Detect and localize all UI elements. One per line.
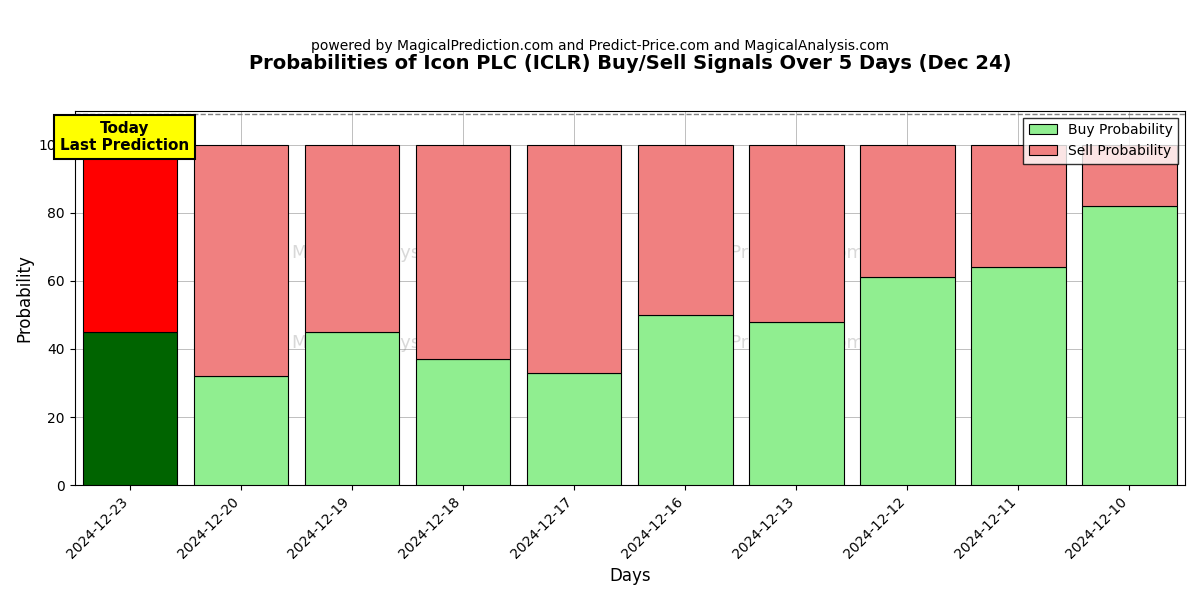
- Bar: [860, 277, 955, 485]
- Bar: [860, 145, 955, 277]
- Legend: Buy Probability, Sell Probability: Buy Probability, Sell Probability: [1024, 118, 1178, 164]
- Text: powered by MagicalPrediction.com and Predict-Price.com and MagicalAnalysis.com: powered by MagicalPrediction.com and Pre…: [311, 39, 889, 53]
- Bar: [416, 145, 510, 359]
- Bar: [1082, 206, 1177, 485]
- Bar: [416, 359, 510, 485]
- Bar: [527, 373, 622, 485]
- Bar: [305, 332, 400, 485]
- Bar: [83, 332, 178, 485]
- Text: MagicalAnalysis.com: MagicalAnalysis.com: [292, 334, 480, 352]
- Text: MagicalPrediction.com: MagicalPrediction.com: [661, 334, 864, 352]
- Text: MagicalAnalysis.com: MagicalAnalysis.com: [292, 244, 480, 262]
- Y-axis label: Probability: Probability: [16, 254, 34, 342]
- Bar: [194, 145, 288, 376]
- Bar: [638, 315, 732, 485]
- Text: MagicalPrediction.com: MagicalPrediction.com: [661, 244, 864, 262]
- Bar: [305, 145, 400, 332]
- Bar: [749, 322, 844, 485]
- X-axis label: Days: Days: [610, 567, 650, 585]
- Bar: [83, 145, 178, 332]
- Bar: [971, 145, 1066, 267]
- Bar: [971, 267, 1066, 485]
- Bar: [1082, 145, 1177, 206]
- Title: Probabilities of Icon PLC (ICLR) Buy/Sell Signals Over 5 Days (Dec 24): Probabilities of Icon PLC (ICLR) Buy/Sel…: [248, 54, 1012, 73]
- Bar: [194, 376, 288, 485]
- Bar: [749, 145, 844, 322]
- Bar: [527, 145, 622, 373]
- Text: Today
Last Prediction: Today Last Prediction: [60, 121, 190, 153]
- Bar: [638, 145, 732, 315]
